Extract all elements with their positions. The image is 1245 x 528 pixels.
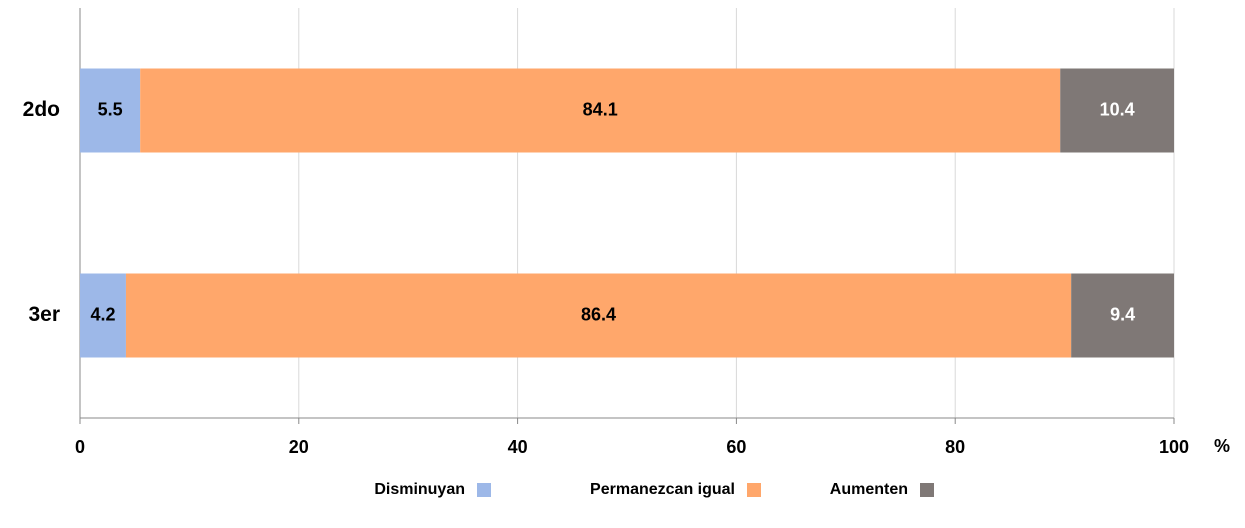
bar-segment — [1060, 68, 1174, 153]
legend-swatch — [477, 483, 491, 497]
legend-label: Aumenten — [830, 481, 908, 498]
legend-swatch — [920, 483, 934, 497]
data-label: 5.5 — [98, 99, 123, 119]
y-tick-label: 3er — [28, 303, 60, 326]
legend-label: Permanezcan igual — [590, 481, 735, 498]
x-tick-label: 20 — [289, 437, 309, 457]
bar-segment — [80, 273, 126, 358]
x-tick-label: 0 — [75, 437, 85, 457]
x-tick-label: 40 — [508, 437, 528, 457]
data-label: 9.4 — [1110, 304, 1135, 324]
data-label: 4.2 — [90, 304, 115, 324]
data-label: 10.4 — [1100, 99, 1135, 119]
bar-segment — [125, 273, 1072, 358]
bar-segment — [140, 68, 1061, 153]
bar-segment — [1071, 273, 1174, 358]
data-label: 86.4 — [581, 304, 616, 324]
data-label: 84.1 — [583, 99, 618, 119]
x-axis-label: % — [1214, 436, 1230, 456]
x-tick-label: 80 — [945, 437, 965, 457]
legend-label: Disminuyan — [374, 481, 465, 498]
x-tick-label: 60 — [726, 437, 746, 457]
x-tick-label: 100 — [1159, 437, 1189, 457]
bar-segment — [80, 68, 141, 153]
y-tick-label: 2do — [23, 98, 60, 121]
legend-swatch — [747, 483, 761, 497]
